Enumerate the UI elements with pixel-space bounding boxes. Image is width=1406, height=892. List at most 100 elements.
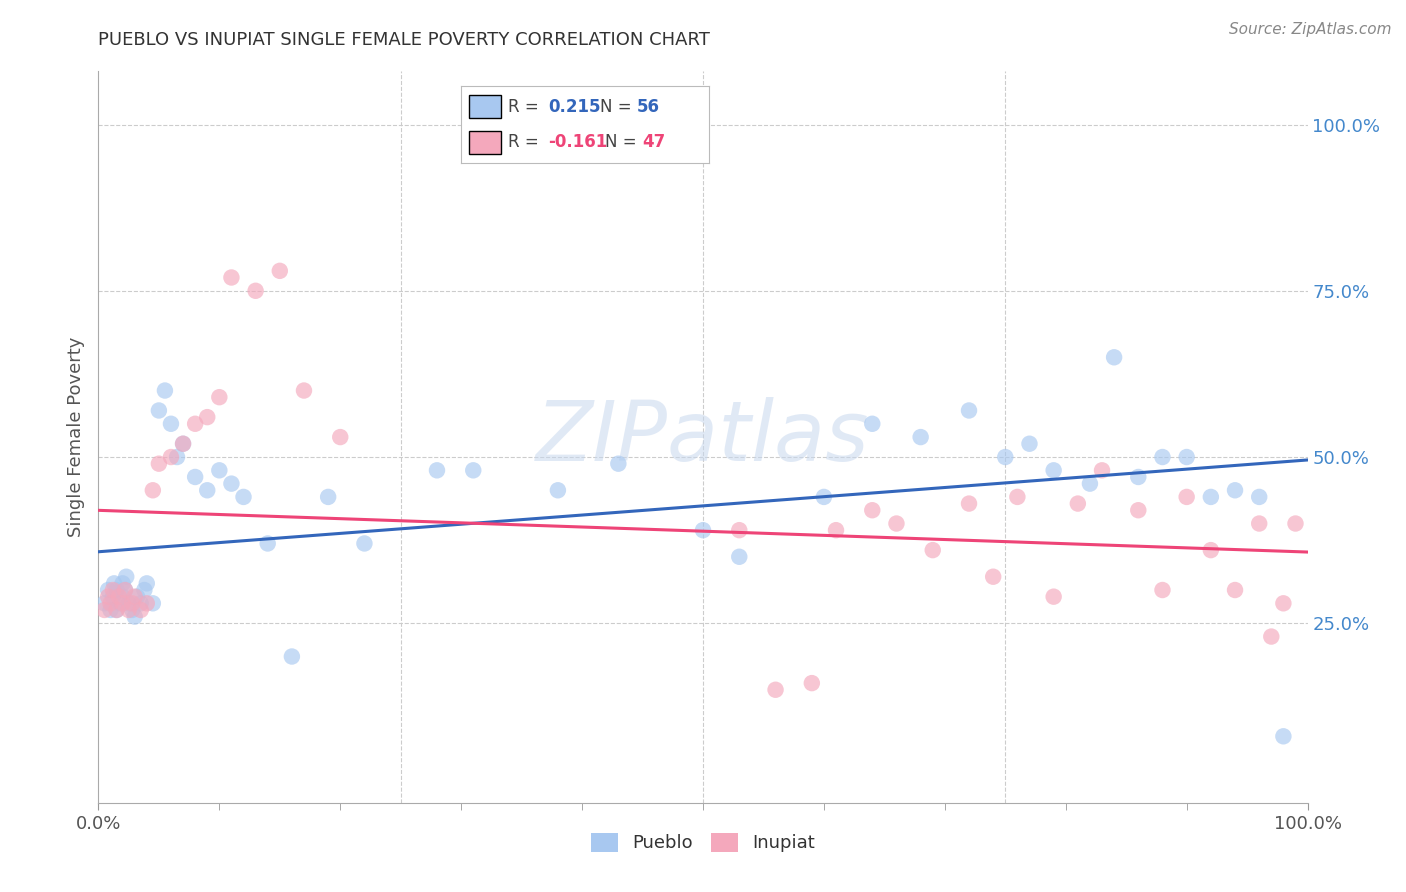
Point xyxy=(97,590,120,604)
Point xyxy=(281,649,304,664)
Point xyxy=(105,603,128,617)
Point xyxy=(1260,630,1282,644)
Point xyxy=(728,549,751,564)
Point xyxy=(886,516,908,531)
Point xyxy=(353,536,375,550)
Point xyxy=(134,582,156,597)
Point xyxy=(463,463,485,477)
Point xyxy=(269,264,291,278)
Point xyxy=(124,609,146,624)
Point xyxy=(208,390,231,404)
Point xyxy=(100,596,122,610)
Point xyxy=(1007,490,1029,504)
Point xyxy=(221,476,243,491)
Point xyxy=(1175,450,1198,464)
Point xyxy=(910,430,932,444)
Point xyxy=(184,470,207,484)
Point xyxy=(108,596,131,610)
Point xyxy=(1091,463,1114,477)
Point xyxy=(127,590,149,604)
Point xyxy=(135,576,157,591)
Point xyxy=(994,450,1017,464)
Point xyxy=(221,270,243,285)
Point xyxy=(108,590,131,604)
Point xyxy=(426,463,449,477)
Point xyxy=(111,596,134,610)
Point xyxy=(860,417,883,431)
Point xyxy=(1042,590,1064,604)
Point xyxy=(101,590,124,604)
Point xyxy=(208,463,231,477)
Point xyxy=(1018,436,1040,450)
Point xyxy=(329,430,352,444)
Point xyxy=(957,497,980,511)
Point xyxy=(195,483,218,498)
Point xyxy=(1128,503,1150,517)
Point xyxy=(1152,582,1174,597)
Point xyxy=(195,410,218,425)
Point xyxy=(1272,596,1295,610)
Point xyxy=(860,503,883,517)
Point xyxy=(1272,729,1295,743)
Point xyxy=(1249,490,1271,504)
Point xyxy=(1067,497,1090,511)
Point xyxy=(813,490,835,504)
Point xyxy=(1175,490,1198,504)
Point xyxy=(547,483,569,498)
Point xyxy=(800,676,823,690)
Point xyxy=(105,603,128,617)
Point xyxy=(245,284,267,298)
Text: Source: ZipAtlas.com: Source: ZipAtlas.com xyxy=(1229,22,1392,37)
Point xyxy=(957,403,980,417)
Point xyxy=(118,603,141,617)
Point xyxy=(153,384,176,398)
Point xyxy=(118,596,141,610)
Point xyxy=(115,570,138,584)
Point xyxy=(692,523,714,537)
Point xyxy=(728,523,751,537)
Point xyxy=(1152,450,1174,464)
Point xyxy=(1102,351,1125,365)
Legend: Pueblo, Inupiat: Pueblo, Inupiat xyxy=(583,826,823,860)
Point xyxy=(142,596,165,610)
Point xyxy=(825,523,848,537)
Point xyxy=(135,596,157,610)
Point xyxy=(97,582,120,597)
Point xyxy=(256,536,278,550)
Point xyxy=(1223,582,1246,597)
Point xyxy=(129,596,152,610)
Point xyxy=(1078,476,1101,491)
Point xyxy=(981,570,1004,584)
Point xyxy=(101,582,124,597)
Point xyxy=(114,582,136,597)
Point xyxy=(160,450,183,464)
Point xyxy=(111,590,134,604)
Point xyxy=(148,457,170,471)
Point xyxy=(292,384,315,398)
Point xyxy=(166,450,188,464)
Point xyxy=(1199,490,1222,504)
Point xyxy=(1284,516,1306,531)
Point xyxy=(121,596,143,610)
Point xyxy=(114,582,136,597)
Point xyxy=(93,603,115,617)
Point xyxy=(129,603,152,617)
Point xyxy=(1042,463,1064,477)
Point xyxy=(921,543,943,558)
Point xyxy=(172,436,194,450)
Point xyxy=(184,417,207,431)
Point xyxy=(172,436,194,450)
Point xyxy=(142,483,165,498)
Point xyxy=(765,682,787,697)
Point xyxy=(607,457,630,471)
Point xyxy=(100,603,122,617)
Y-axis label: Single Female Poverty: Single Female Poverty xyxy=(66,337,84,537)
Point xyxy=(148,403,170,417)
Text: PUEBLO VS INUPIAT SINGLE FEMALE POVERTY CORRELATION CHART: PUEBLO VS INUPIAT SINGLE FEMALE POVERTY … xyxy=(98,31,710,49)
Point xyxy=(1199,543,1222,558)
Point xyxy=(316,490,339,504)
Point xyxy=(1249,516,1271,531)
Point xyxy=(105,582,128,597)
Point xyxy=(121,603,143,617)
Point xyxy=(93,596,115,610)
